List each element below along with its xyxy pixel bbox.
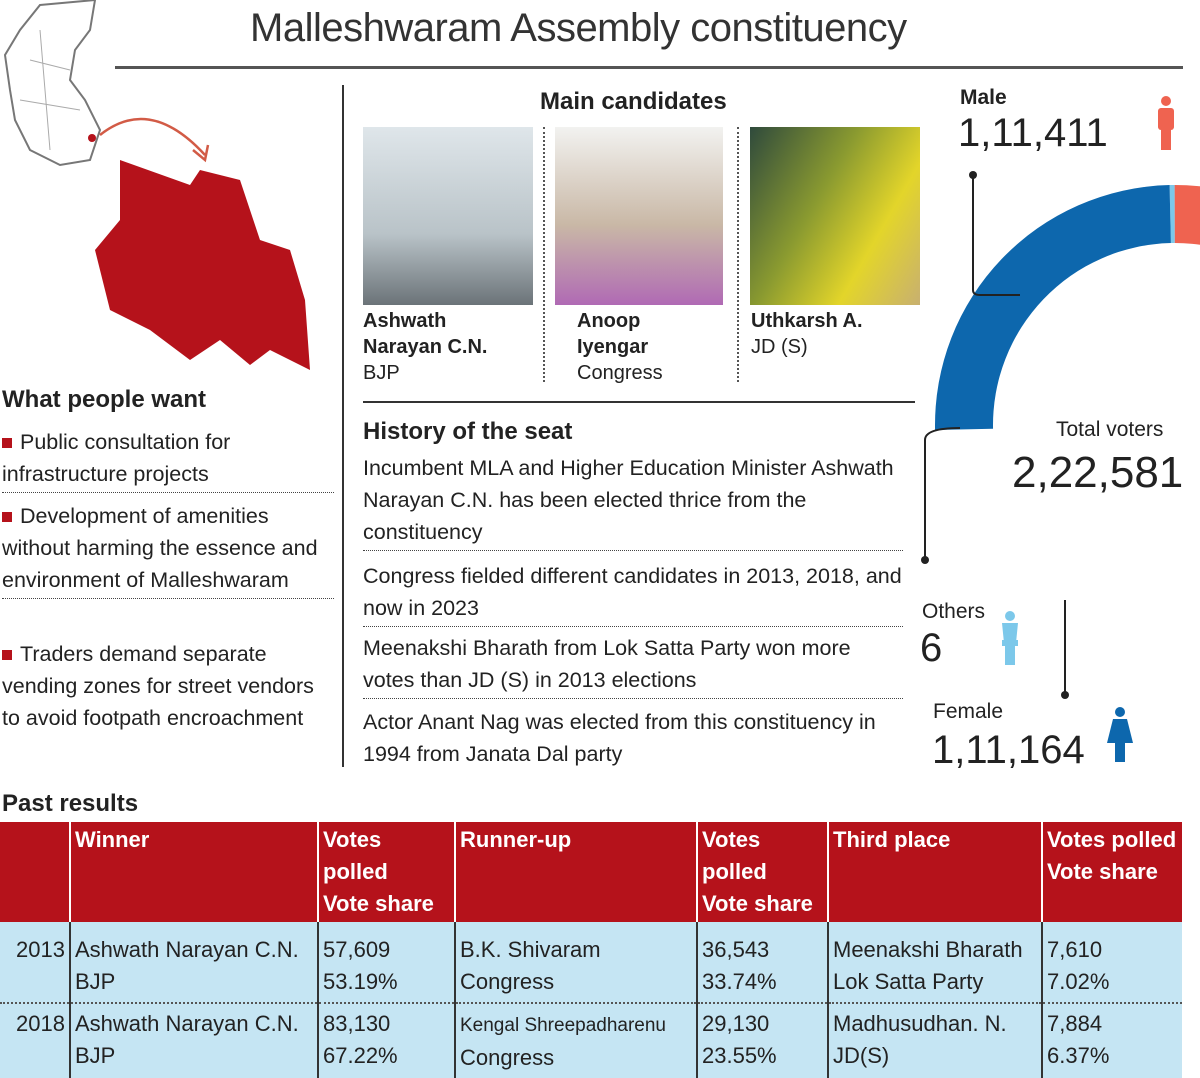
page-title: Malleshwaram Assembly constituency (250, 6, 907, 50)
bullet-icon (2, 650, 12, 661)
candidate-photo (750, 127, 920, 305)
history-item: Meenakshi Bharath from Lok Satta Party w… (363, 632, 903, 699)
leader-dot (1061, 691, 1069, 699)
female-label: Female (933, 700, 1004, 723)
want-item: Traders demand separate vending zones fo… (2, 642, 314, 730)
total-count: 2,22,581 (1012, 448, 1184, 497)
table-header-row: Winner Votes polled Vote share Runner-up … (0, 822, 1182, 922)
want-item: Public consultation for infrastructure p… (2, 426, 334, 493)
history-item: Actor Anant Nag was elected from this co… (363, 710, 876, 766)
others-count: 6 (920, 626, 943, 670)
candidate-photo (363, 127, 533, 305)
column-divider (342, 85, 344, 767)
divider (363, 401, 915, 403)
divider (543, 127, 545, 382)
leader-dot (921, 556, 929, 564)
candidate-3: Uthkarsh A. JD (S) (751, 310, 863, 358)
want-item: Development of amenities without harming… (2, 500, 334, 599)
female-person-icon (1107, 707, 1133, 762)
table-row: 2013 Ashwath Narayan C.N. BJP 57,609 53.19… (0, 922, 1182, 1004)
candidate-photo (555, 127, 723, 305)
donut-slice-male (1174, 184, 1200, 245)
candidate-2: Anoop Iyengar Congress (577, 310, 663, 384)
donut-slice-female (935, 185, 1171, 431)
candidates-heading: Main candidates (540, 88, 727, 115)
candidate-1: Ashwath Narayan C.N. BJP (363, 310, 488, 384)
history-heading: History of the seat (363, 418, 573, 445)
male-count: 1,11,411 (958, 111, 1108, 155)
history-item: Congress fielded different candidates in… (363, 560, 903, 627)
constituency-map (3, 0, 310, 370)
others-person-icon (1002, 611, 1018, 665)
voters-donut-chart (921, 171, 1200, 699)
donut-slice-others (1169, 185, 1175, 244)
divider (737, 127, 739, 382)
leader-line (972, 175, 1020, 296)
leader-dot (969, 171, 977, 179)
male-label: Male (960, 86, 1007, 109)
female-count: 1,11,164 (932, 728, 1085, 772)
title-divider (115, 66, 1183, 69)
karnataka-map (3, 0, 102, 167)
others-label: Others (922, 600, 986, 623)
total-label: Total voters (1056, 418, 1164, 441)
leader-line (924, 427, 961, 560)
male-person-icon (1158, 96, 1174, 150)
bullet-icon (2, 438, 12, 449)
table-row: 2018 Ashwath Narayan C.N. BJP 83,130 67.22… (0, 1003, 1182, 1078)
people-want-heading: What people want (2, 386, 206, 413)
past-results-table: Winner Votes polled Vote share Runner-up … (0, 822, 1182, 1078)
bullet-icon (2, 512, 12, 523)
past-results-heading: Past results (2, 790, 139, 817)
history-item: Incumbent MLA and Higher Education Minis… (363, 452, 903, 551)
malleshwaram-map (95, 160, 310, 370)
